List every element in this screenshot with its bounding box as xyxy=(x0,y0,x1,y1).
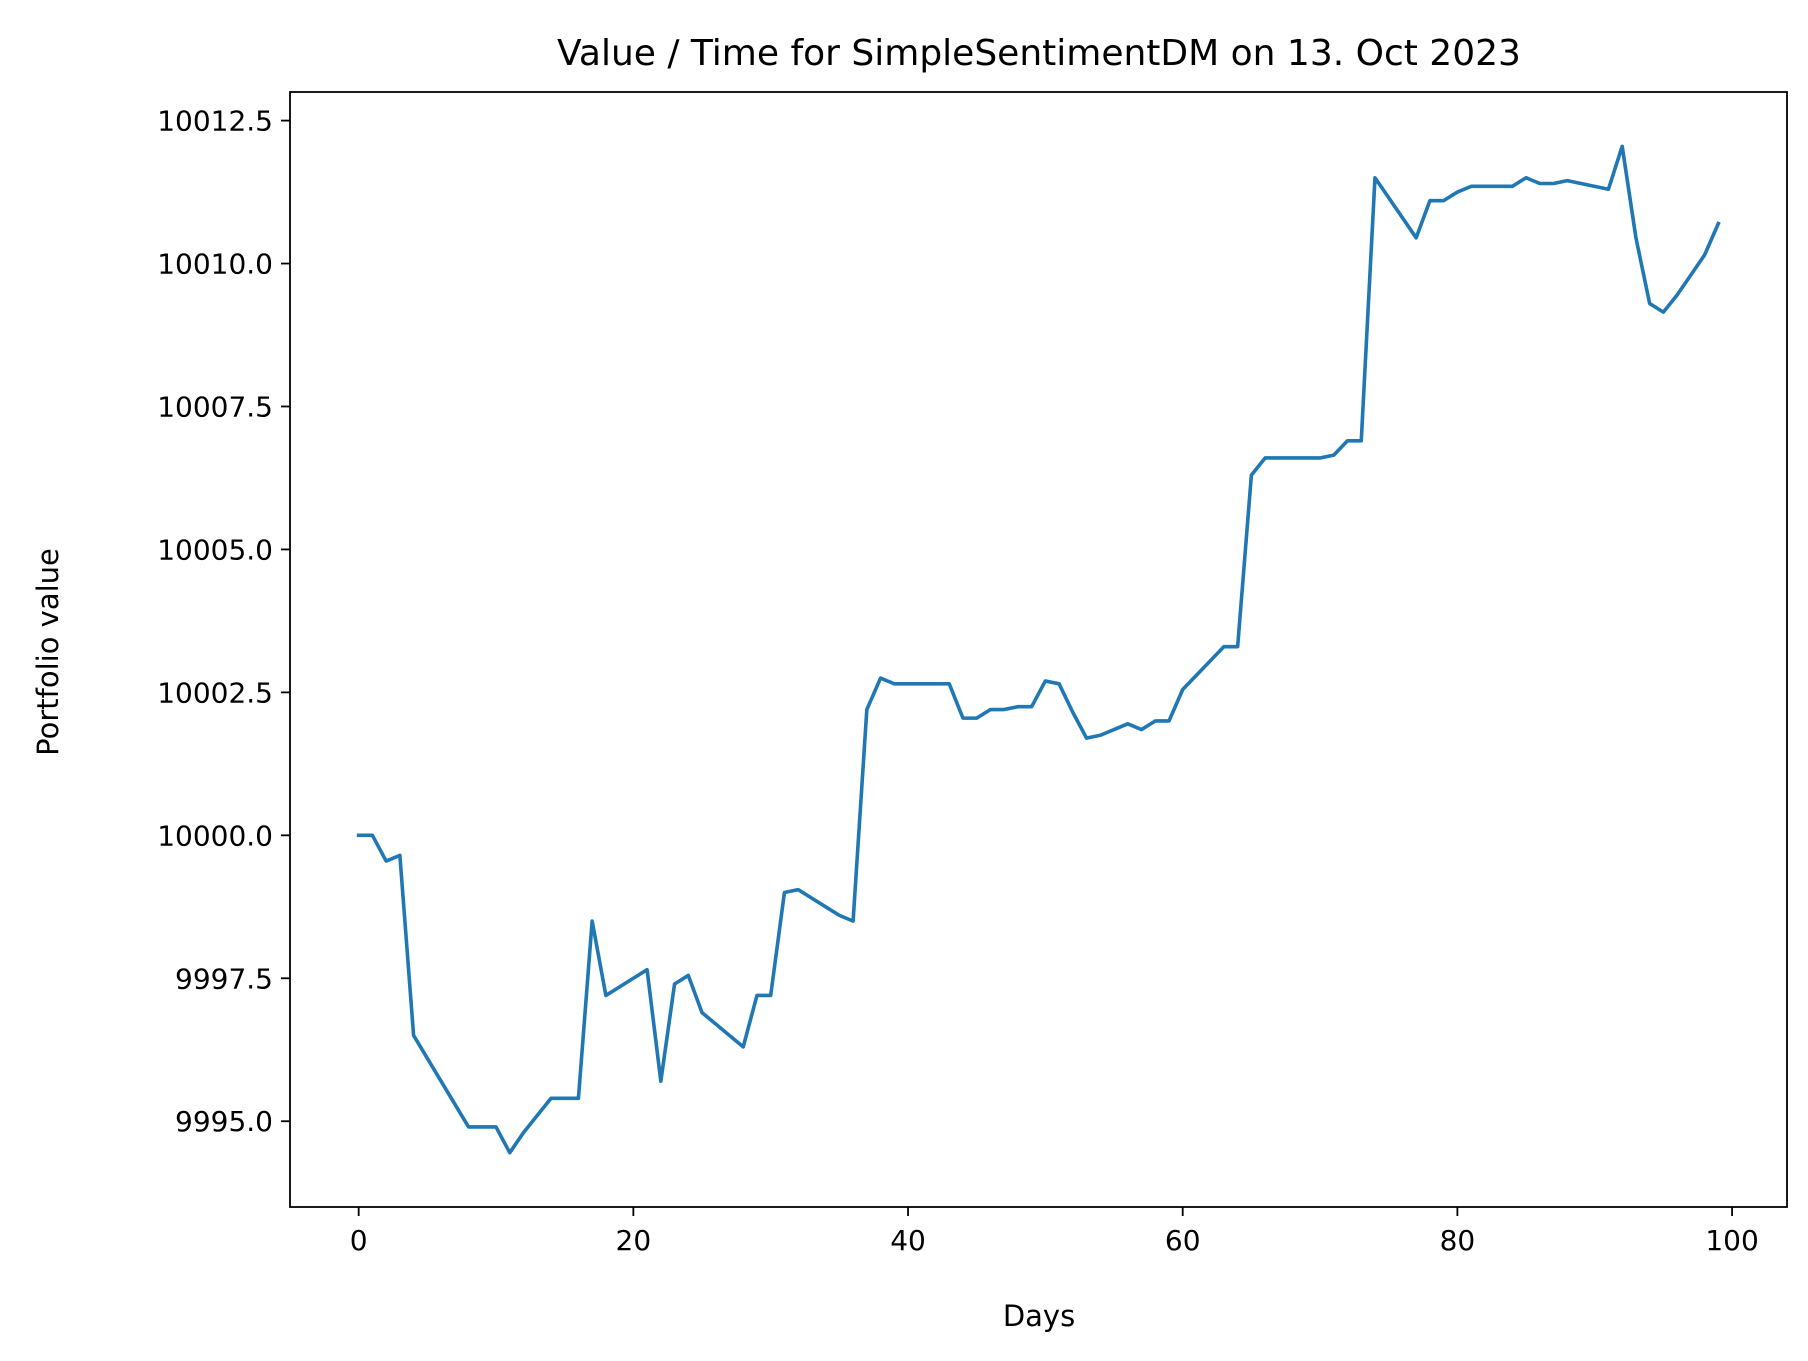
x-tick-label: 40 xyxy=(890,1224,926,1257)
y-tick-label: 10005.0 xyxy=(157,533,273,566)
x-tick-label: 0 xyxy=(350,1224,368,1257)
y-tick-label: 10007.5 xyxy=(157,390,273,423)
axes-frame xyxy=(289,91,1788,1208)
y-tick-label: 10000.0 xyxy=(157,819,273,852)
x-tick-label: 100 xyxy=(1705,1224,1758,1257)
y-tick-label: 9995.0 xyxy=(175,1105,273,1138)
x-tick-label: 80 xyxy=(1440,1224,1476,1257)
series-line-0 xyxy=(356,144,1721,1155)
y-axis-label: Portfolio value xyxy=(31,548,65,756)
y-tick-label: 10010.0 xyxy=(157,248,273,281)
x-tick-label: 20 xyxy=(616,1224,652,1257)
y-tick-label: 10012.5 xyxy=(157,105,273,138)
y-tick-label: 9997.5 xyxy=(175,962,273,995)
plot-area: 0 20 40 60 80 100 9995.0 9997.5 10000.0 10002.5 10… xyxy=(157,91,1788,1257)
y-tick-label: 10002.5 xyxy=(157,676,273,709)
chart-title: Value / Time for SimpleSentimentDM on 13… xyxy=(557,33,1521,74)
x-axis-label: Days xyxy=(1003,1299,1075,1333)
x-tick-label: 60 xyxy=(1165,1224,1201,1257)
